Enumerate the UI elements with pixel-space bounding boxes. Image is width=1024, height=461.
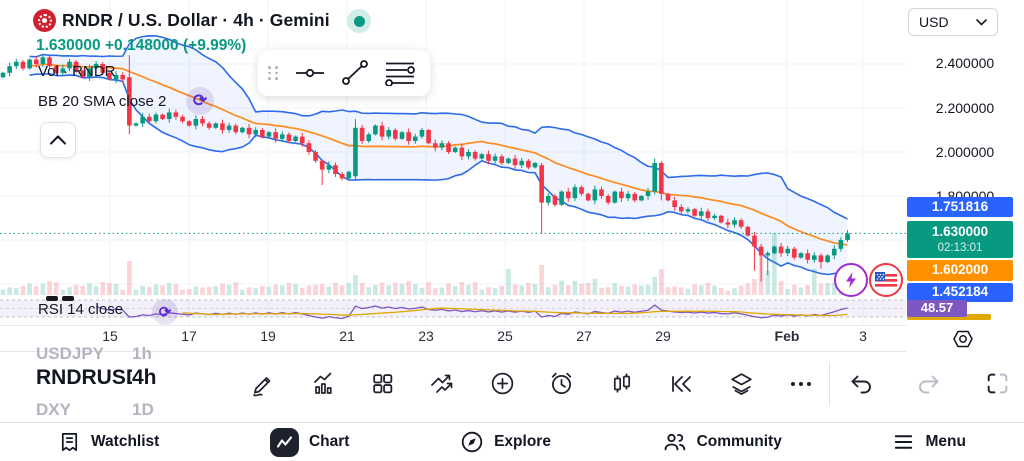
svg-text:19: 19 — [260, 328, 276, 344]
indicators-button[interactable] — [308, 369, 338, 399]
more-options-button[interactable] — [786, 369, 816, 399]
wheel-row-prev[interactable]: USDJPY 1h — [36, 344, 152, 363]
svg-text:29: 29 — [655, 328, 671, 344]
chart-icon — [269, 427, 299, 457]
rsi-ma-label-sliver — [907, 314, 991, 320]
axis-tick: 2.200000 — [935, 100, 995, 116]
market-status-icon[interactable] — [347, 9, 371, 33]
chart-toolbar: USDJPY 1h RNDRUSD 4h DXY 1D — [0, 344, 1024, 422]
last-price-text: 1.630000 — [36, 37, 101, 54]
zigzag-arrows-button[interactable] — [427, 369, 457, 399]
rsi-loading-spinner-icon: ⟳ — [152, 299, 178, 325]
nav-item-explore[interactable]: Explore — [460, 430, 551, 454]
svg-text:23: 23 — [418, 328, 434, 344]
nav-label: Chart — [308, 433, 350, 450]
svg-text:17: 17 — [181, 328, 197, 344]
currency-select[interactable]: USD — [908, 8, 998, 36]
menu-hamburger-icon — [895, 435, 913, 449]
svg-text:Feb: Feb — [775, 328, 800, 344]
bb-indicator-label[interactable]: BB 20 SMA close 2 — [38, 93, 167, 110]
nav-item-watchlist[interactable]: Watchlist — [58, 430, 159, 454]
symbol-interval-wheel[interactable]: USDJPY 1h RNDRUSD 4h DXY 1D — [36, 344, 226, 422]
drag-handle-icon[interactable] — [268, 66, 279, 80]
us-flag-event-icon[interactable] — [869, 263, 903, 297]
floating-drawing-toolbar[interactable] — [258, 50, 430, 96]
candles-style-button[interactable] — [607, 369, 637, 399]
object-tree-layers-button[interactable] — [726, 369, 756, 399]
chevron-up-icon — [50, 135, 66, 145]
draw-tool-button[interactable] — [248, 369, 278, 399]
bottom-navigation: Watchlist Chart Explore Community — [0, 422, 1024, 461]
bb-loading-spinner-icon: ⟳ — [186, 87, 214, 115]
axis-tick: 2.400000 — [935, 55, 995, 71]
nav-label: Watchlist — [91, 433, 160, 450]
svg-text:21: 21 — [339, 328, 355, 344]
time-axis-settings-icon[interactable] — [950, 327, 976, 351]
alert-clock-button[interactable] — [547, 369, 577, 399]
nav-item-chart[interactable]: Chart — [269, 427, 350, 457]
price-chart-svg[interactable]: 15 17 19 21 23 25 27 29 Feb 3 — [0, 0, 1024, 352]
symbol-title[interactable]: RNDR / U.S. Dollar · 4h · Gemini — [62, 10, 330, 30]
trend-line-tool-icon[interactable] — [341, 60, 369, 86]
last-price-label: 1.630000 02:13:01 — [907, 221, 1013, 258]
parallel-lines-tool-icon[interactable] — [383, 60, 417, 86]
axis-tick: 2.000000 — [935, 144, 995, 160]
volume-indicator-label[interactable]: Vol · RNDR — [38, 63, 116, 80]
svg-text:27: 27 — [576, 328, 592, 344]
redo-button[interactable] — [914, 369, 944, 399]
nav-item-menu[interactable]: Menu — [892, 431, 966, 453]
bb-basis-price-label: 1.602000 — [907, 260, 1013, 281]
collapse-panel-button[interactable] — [40, 122, 76, 158]
countdown-timer: 02:13:01 — [937, 241, 983, 254]
wheel-row-selected[interactable]: RNDRUSD 4h — [36, 366, 157, 389]
community-people-icon — [664, 433, 685, 451]
nav-label: Menu — [925, 433, 966, 450]
boost-lightning-icon[interactable] — [834, 263, 868, 297]
horizontal-line-tool-icon[interactable] — [293, 61, 327, 85]
wheel-row-next[interactable]: DXY 1D — [36, 400, 154, 419]
rsi-value-label: 48.57 — [907, 300, 967, 317]
add-plus-button[interactable] — [487, 369, 517, 399]
nav-label: Explore — [494, 433, 551, 450]
price-change-text: +0.148000 — [104, 37, 179, 54]
undo-button[interactable] — [846, 369, 876, 399]
price-axis[interactable]: USD 2.400000 2.200000 2.000000 1.800000 … — [906, 0, 1024, 352]
price-change-row: 1.630000 +0.148000 (+9.99%) — [36, 37, 246, 55]
price-change-pct-text: (+9.99%) — [182, 37, 247, 54]
svg-text:25: 25 — [497, 328, 513, 344]
chevron-down-icon — [976, 18, 987, 26]
svg-text:3: 3 — [859, 328, 867, 344]
replay-button[interactable] — [666, 369, 696, 399]
watchlist-icon — [61, 432, 78, 452]
rsi-indicator-label[interactable]: RSI 14 close — [38, 301, 124, 318]
rndr-logo — [33, 9, 56, 32]
toolbar-divider — [829, 362, 830, 406]
explore-compass-icon — [461, 431, 483, 453]
bb-lower-price-label: 1.452184 — [907, 283, 1013, 302]
fullscreen-button[interactable] — [982, 369, 1012, 399]
currency-label: USD — [919, 14, 949, 30]
svg-text:15: 15 — [102, 328, 118, 344]
layout-grid-button[interactable] — [368, 369, 398, 399]
nav-label: Community — [696, 433, 782, 450]
pane-resize-handle[interactable] — [46, 296, 74, 301]
bb-upper-price-label: 1.751816 — [907, 197, 1013, 217]
nav-item-community[interactable]: Community — [662, 430, 782, 454]
